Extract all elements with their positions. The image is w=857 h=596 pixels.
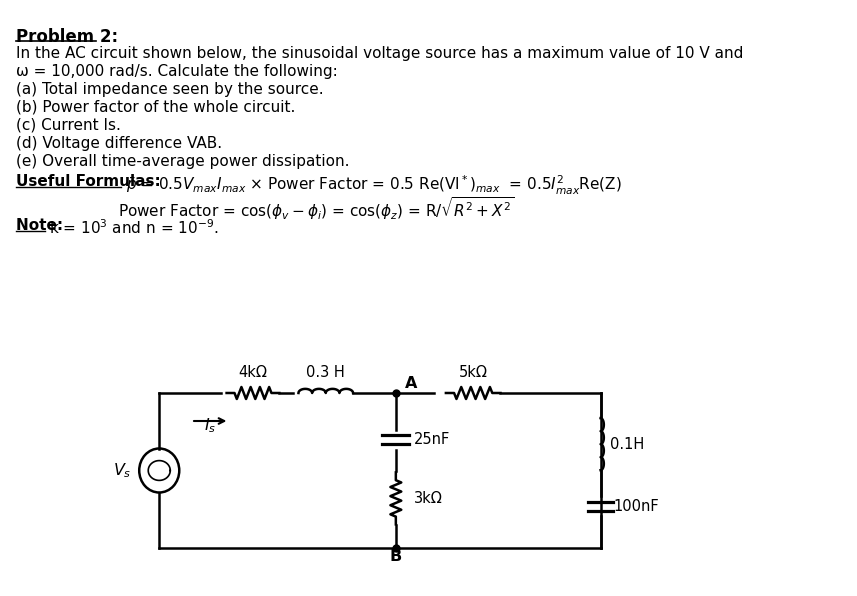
Text: ω = 10,000 rad/s. Calculate the following:: ω = 10,000 rad/s. Calculate the followin… (16, 64, 339, 79)
Text: In the AC circuit shown below, the sinusoidal voltage source has a maximum value: In the AC circuit shown below, the sinus… (16, 46, 744, 61)
Text: B: B (390, 549, 402, 564)
Text: (b) Power factor of the whole circuit.: (b) Power factor of the whole circuit. (16, 100, 296, 115)
Text: 100nF: 100nF (614, 499, 659, 514)
Text: Useful Formulas:: Useful Formulas: (16, 174, 166, 189)
Text: (d) Voltage difference VAB.: (d) Voltage difference VAB. (16, 136, 223, 151)
Text: Note:: Note: (16, 218, 69, 233)
Text: A: A (405, 376, 417, 391)
Text: 25nF: 25nF (414, 432, 450, 447)
Text: (e) Overall time-average power dissipation.: (e) Overall time-average power dissipati… (16, 154, 350, 169)
Text: k = 10$^3$ and n = 10$^{-9}$.: k = 10$^3$ and n = 10$^{-9}$. (49, 218, 219, 237)
Text: Problem 2:: Problem 2: (16, 28, 118, 46)
Text: 4kΩ: 4kΩ (238, 365, 267, 380)
Text: 0.1H: 0.1H (609, 437, 644, 452)
Text: 3kΩ: 3kΩ (414, 491, 443, 506)
Text: $I_s$: $I_s$ (204, 416, 216, 435)
Text: 5kΩ: 5kΩ (458, 365, 488, 380)
Text: $\bar{p}$ = 0.5$V_{max}I_{max}$ $\times$ Power Factor = 0.5 Re(VI$^*$)$_{max}$  : $\bar{p}$ = 0.5$V_{max}I_{max}$ $\times$… (126, 174, 621, 197)
Text: (a) Total impedance seen by the source.: (a) Total impedance seen by the source. (16, 82, 324, 97)
Text: 0.3 H: 0.3 H (307, 365, 345, 380)
Text: $V_s$: $V_s$ (113, 461, 132, 480)
Text: Power Factor = cos($\phi_v - \phi_i$) = cos($\phi_z$) = R/$\sqrt{R^2 + X^2}$: Power Factor = cos($\phi_v - \phi_i$) = … (118, 195, 514, 222)
Text: (c) Current Is.: (c) Current Is. (16, 118, 121, 133)
